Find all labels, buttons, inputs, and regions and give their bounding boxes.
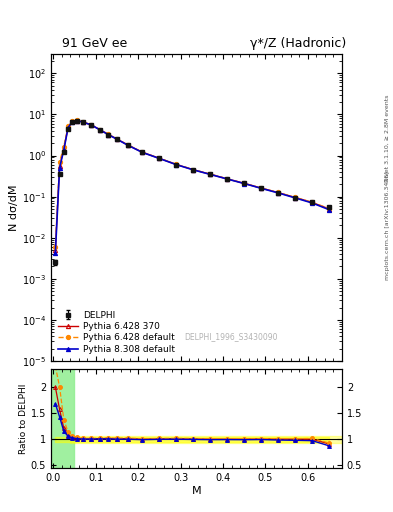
Pythia 6.428 default — [53, 244, 58, 250]
Pythia 8.308 default — [191, 167, 196, 173]
Pythia 6.428 default — [225, 176, 230, 182]
Pythia 6.428 default — [259, 185, 264, 191]
Pythia 8.308 default — [327, 207, 332, 213]
Pythia 6.428 default — [157, 155, 162, 161]
Pythia 6.428 default — [106, 131, 111, 137]
Pythia 6.428 default — [61, 143, 66, 150]
Text: γ*/Z (Hadronic): γ*/Z (Hadronic) — [250, 37, 346, 50]
Pythia 6.428 370 — [74, 117, 79, 123]
Pythia 8.308 default — [74, 118, 79, 124]
Line: Pythia 6.428 default: Pythia 6.428 default — [53, 118, 331, 249]
Pythia 6.428 370 — [66, 124, 70, 130]
Pythia 6.428 370 — [53, 247, 58, 253]
Pythia 6.428 370 — [125, 142, 130, 148]
Pythia 8.308 default — [276, 190, 281, 196]
Pythia 6.428 370 — [225, 176, 230, 182]
Text: 91 GeV ee: 91 GeV ee — [62, 37, 127, 50]
Pythia 6.428 default — [327, 205, 332, 211]
Pythia 6.428 default — [310, 199, 314, 205]
Line: Pythia 8.308 default: Pythia 8.308 default — [53, 118, 331, 255]
Pythia 6.428 370 — [106, 132, 111, 138]
Pythia 8.308 default — [293, 195, 298, 201]
Pythia 6.428 370 — [242, 180, 247, 186]
Bar — [51, 369, 74, 468]
Pythia 6.428 370 — [97, 126, 102, 133]
Pythia 6.428 default — [174, 161, 179, 167]
Pythia 6.428 default — [208, 171, 213, 177]
Pythia 8.308 default — [157, 156, 162, 162]
Pythia 6.428 default — [66, 123, 70, 130]
Pythia 8.308 default — [208, 172, 213, 178]
Text: Rivet 3.1.10, ≥ 2.8M events: Rivet 3.1.10, ≥ 2.8M events — [385, 95, 390, 182]
Pythia 8.308 default — [81, 119, 85, 125]
Pythia 6.428 370 — [310, 199, 314, 205]
Text: DELPHI_1996_S3430090: DELPHI_1996_S3430090 — [185, 332, 278, 341]
Pythia 6.428 370 — [259, 185, 264, 191]
Pythia 6.428 370 — [57, 163, 62, 169]
Pythia 6.428 default — [191, 166, 196, 173]
Pythia 8.308 default — [97, 127, 102, 133]
Pythia 6.428 default — [74, 117, 79, 123]
Pythia 6.428 370 — [327, 206, 332, 212]
Line: Pythia 6.428 370: Pythia 6.428 370 — [53, 118, 331, 252]
Pythia 6.428 370 — [140, 149, 145, 155]
Pythia 8.308 default — [140, 150, 145, 156]
Pythia 8.308 default — [106, 132, 111, 138]
Pythia 8.308 default — [125, 142, 130, 148]
Pythia 6.428 default — [89, 122, 94, 128]
Pythia 8.308 default — [242, 180, 247, 186]
Pythia 8.308 default — [57, 165, 62, 171]
Pythia 6.428 370 — [157, 155, 162, 161]
Pythia 6.428 370 — [70, 118, 75, 124]
Legend: DELPHI, Pythia 6.428 370, Pythia 6.428 default, Pythia 8.308 default: DELPHI, Pythia 6.428 370, Pythia 6.428 d… — [55, 308, 177, 356]
Pythia 6.428 default — [125, 142, 130, 148]
Pythia 6.428 370 — [61, 146, 66, 152]
Pythia 6.428 370 — [89, 122, 94, 128]
Pythia 8.308 default — [114, 136, 119, 142]
Pythia 8.308 default — [259, 185, 264, 191]
Pythia 6.428 default — [114, 136, 119, 142]
Pythia 8.308 default — [225, 176, 230, 182]
Pythia 6.428 default — [293, 194, 298, 200]
Pythia 6.428 370 — [208, 171, 213, 177]
Pythia 6.428 default — [276, 189, 281, 196]
Pythia 6.428 370 — [174, 161, 179, 167]
Pythia 8.308 default — [174, 162, 179, 168]
Pythia 8.308 default — [310, 200, 314, 206]
Pythia 6.428 370 — [81, 119, 85, 125]
Pythia 6.428 370 — [114, 136, 119, 142]
X-axis label: M: M — [192, 486, 201, 496]
Pythia 8.308 default — [61, 147, 66, 153]
Pythia 6.428 default — [140, 149, 145, 155]
Pythia 6.428 default — [242, 180, 247, 186]
Pythia 6.428 370 — [293, 195, 298, 201]
Pythia 6.428 370 — [276, 189, 281, 196]
Pythia 8.308 default — [70, 119, 75, 125]
Pythia 8.308 default — [89, 122, 94, 128]
Pythia 6.428 370 — [191, 166, 196, 173]
Pythia 6.428 default — [70, 118, 75, 124]
Pythia 8.308 default — [66, 124, 70, 131]
Pythia 8.308 default — [53, 250, 58, 256]
Y-axis label: N dσ/dM: N dσ/dM — [9, 184, 19, 230]
Y-axis label: Ratio to DELPHI: Ratio to DELPHI — [19, 383, 28, 454]
Pythia 6.428 default — [81, 119, 85, 125]
Pythia 6.428 default — [97, 126, 102, 133]
Pythia 6.428 default — [57, 159, 62, 165]
Text: mcplots.cern.ch [arXiv:1306.3436]: mcplots.cern.ch [arXiv:1306.3436] — [385, 171, 390, 280]
